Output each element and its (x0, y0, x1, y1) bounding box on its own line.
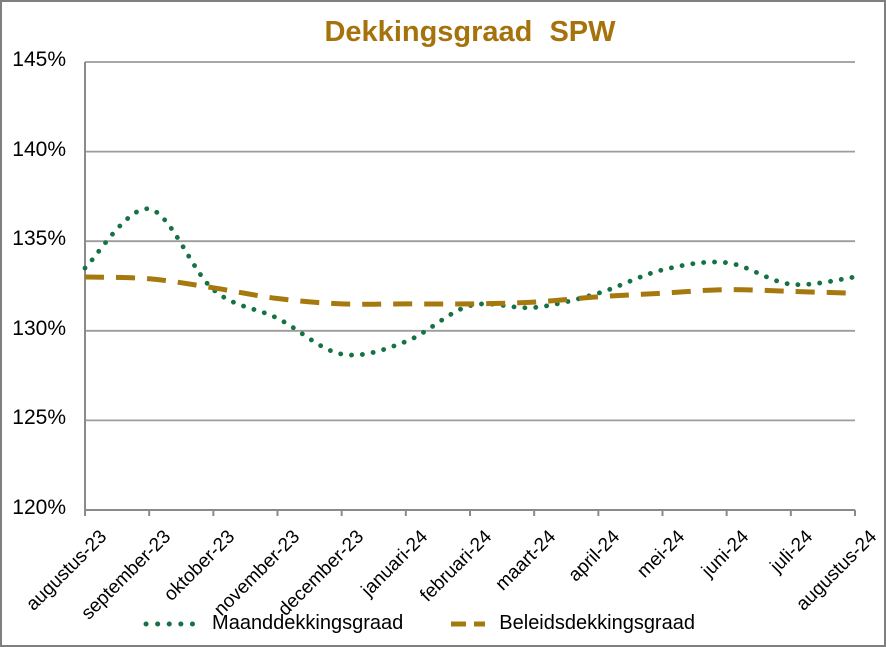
series-line-maanddekkingsgraad (82, 206, 858, 358)
y-tick-label: 130% (12, 316, 66, 340)
dashed-line-icon (451, 621, 486, 626)
y-tick-label: 140% (12, 137, 66, 161)
dotted-line-icon (143, 621, 201, 626)
y-tick-label: 125% (12, 406, 66, 430)
legend-item-beleidsdekkingsgraad: Beleidsdekkingsgraad (448, 612, 695, 635)
y-tick-label: 135% (12, 227, 66, 251)
legend-label-maanddekkingsgraad: Maanddekkingsgraad (212, 612, 404, 634)
legend: Maanddekkingsgraad Beleidsdekkingsgraad (0, 612, 862, 635)
y-tick-label: 145% (12, 48, 66, 71)
chart-title: Dekkingsgraad SPW (324, 16, 616, 48)
legend-item-maanddekkingsgraad: Maanddekkingsgraad (143, 612, 403, 635)
y-tick-label: 120% (12, 496, 66, 519)
legend-label-beleidsdekkingsgraad: Beleidsdekkingsgraad (499, 612, 695, 634)
series-line-beleidsdekkingsgraad (84, 274, 856, 307)
